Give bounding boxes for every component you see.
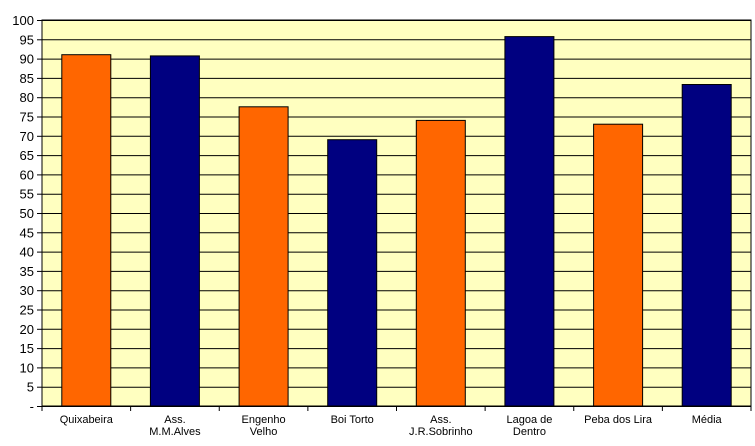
y-tick-label: 45 (20, 225, 34, 240)
y-tick-label: 95 (20, 32, 34, 47)
bar (504, 36, 555, 407)
bar (415, 119, 466, 407)
y-tick-label: 30 (20, 283, 34, 298)
x-tick-label: Boi Torto (331, 414, 374, 426)
y-tick-label: 10 (20, 360, 34, 375)
y-tick-label: 50 (20, 206, 34, 221)
y-tick-label: - (30, 399, 34, 414)
x-tick-label: Ass. M.M.Alves (149, 414, 201, 438)
y-tick-label: 75 (20, 110, 34, 125)
y-tick-label: 100 (12, 13, 34, 28)
x-axis-ticks: Quixabeira Ass. M.M.Alves Engenho Velho Boi T… (41, 406, 752, 438)
y-tick-label: 80 (20, 90, 34, 105)
y-tick-label: 65 (20, 148, 34, 163)
bar (327, 139, 378, 407)
y-axis-ticks: - 5 10 15 20 25 30 35 40 45 50 55 60 65 70 75 80 85 90 95 10… (12, 13, 42, 414)
y-tick-label: 15 (20, 341, 34, 356)
y-tick-label: 5 (27, 380, 34, 395)
x-tick-label: Peba dos Lira (584, 414, 653, 426)
bars (61, 36, 732, 407)
x-tick-label: Quixabeira (60, 414, 114, 426)
y-tick-label: 85 (20, 71, 34, 86)
x-tick-label: Engenho Velho (242, 414, 286, 438)
bar (593, 123, 644, 407)
bar (61, 54, 112, 407)
bar (238, 106, 289, 407)
bar (149, 55, 200, 407)
x-tick-label: Média (692, 414, 723, 426)
y-tick-label: 55 (20, 187, 34, 202)
y-tick-label: 35 (20, 264, 34, 279)
x-tick-label: Lagoa de Dentro (506, 414, 552, 438)
y-tick-label: 25 (20, 303, 34, 318)
y-tick-label: 90 (20, 52, 34, 67)
x-tick-label: Ass. J.R.Sobrinho (409, 414, 473, 438)
y-tick-label: 40 (20, 245, 34, 260)
bar (681, 84, 732, 407)
y-tick-label: 70 (20, 129, 34, 144)
y-tick-label: 20 (20, 322, 34, 337)
y-tick-label: 60 (20, 167, 34, 182)
